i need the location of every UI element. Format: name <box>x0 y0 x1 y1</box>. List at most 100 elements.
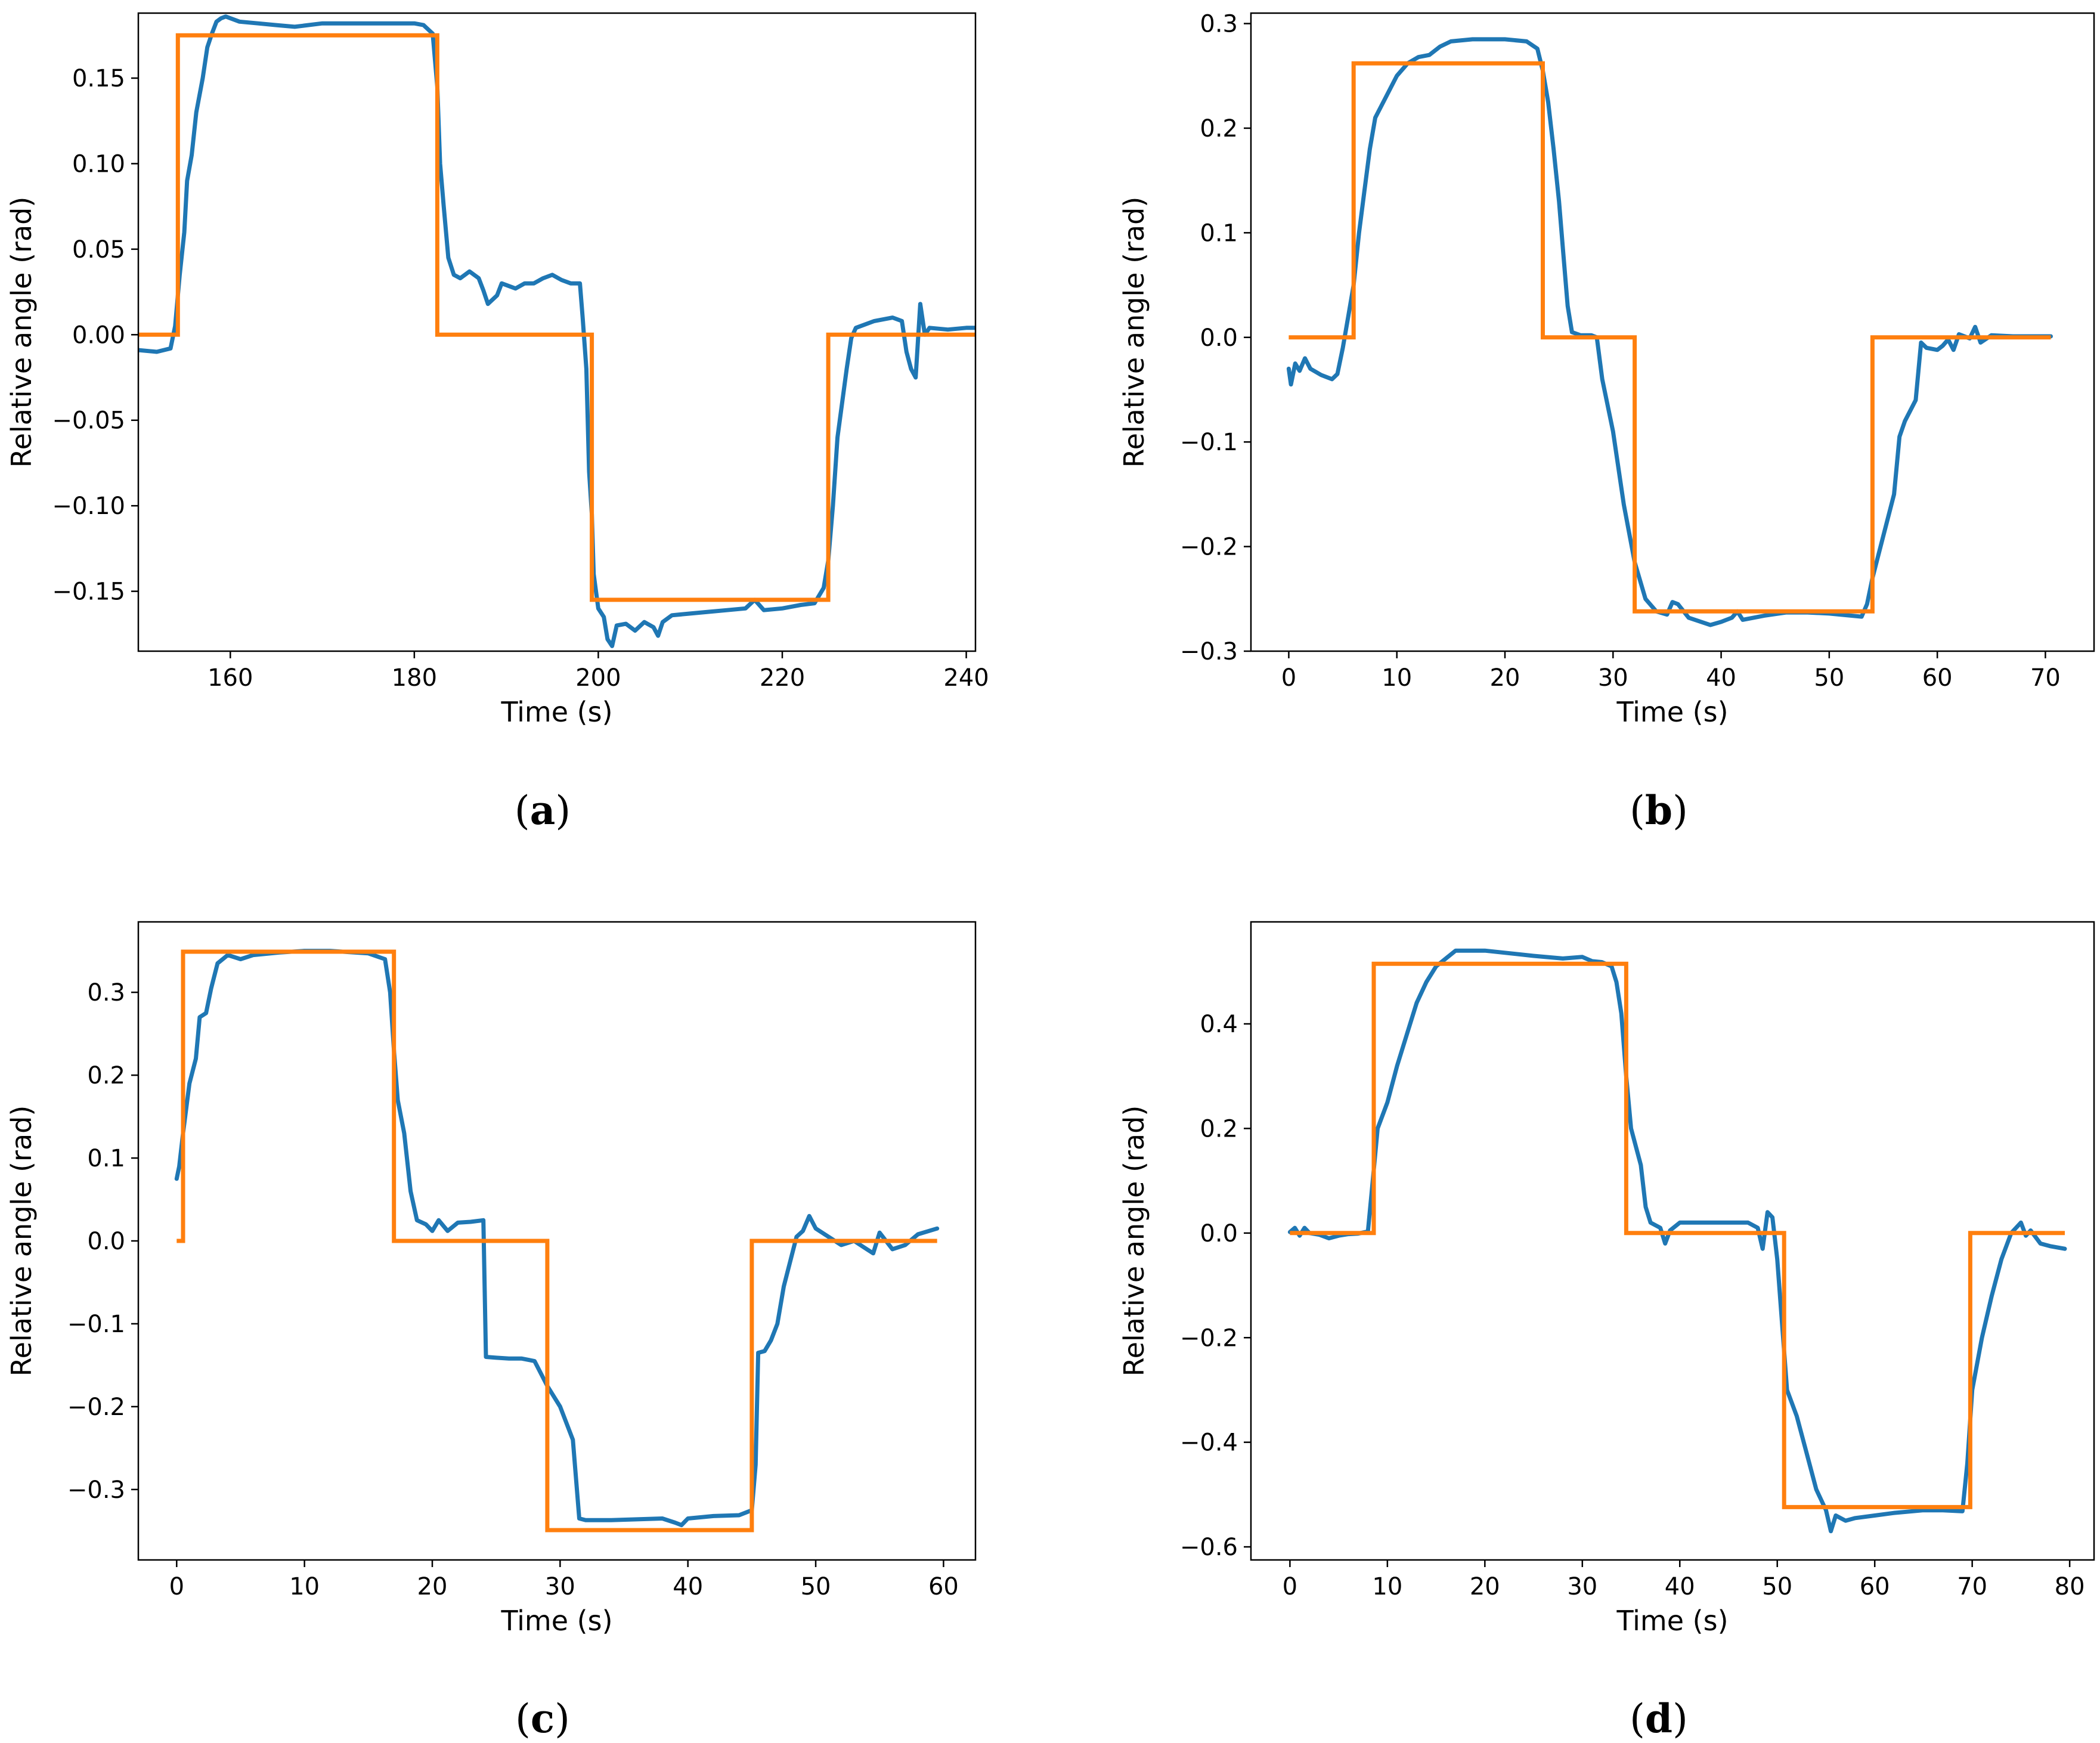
y-tick-label-d-4: 0.2 <box>1200 1115 1238 1143</box>
reference-series-line-b <box>1289 61 2051 614</box>
panel-caption-d: (d) <box>1630 1695 1688 1742</box>
x-tick-label-d-1: 10 <box>1372 1573 1402 1600</box>
x-tick-label-d-3: 30 <box>1567 1573 1597 1600</box>
y-tick-label-b-2: −0.1 <box>1180 429 1238 456</box>
x-tick-label-b-3: 30 <box>1598 664 1628 692</box>
panel-caption-a: (a) <box>515 787 571 834</box>
chart-panel-a: 160 180 200 220 240 −0.15 −0.10 −0.05 0.00 0.05 0.… <box>5 12 989 834</box>
x-tick-label-b-7: 70 <box>2030 664 2061 692</box>
x-tick-label-d-2: 20 <box>1470 1573 1500 1600</box>
series-group-c <box>174 949 940 1533</box>
x-tick-label-d-7: 70 <box>1957 1573 1987 1600</box>
panel-caption-c: (c) <box>515 1695 570 1742</box>
x-tick-label-b-1: 10 <box>1382 664 1412 692</box>
measured-series-line-d <box>1287 948 2067 1534</box>
x-tick-label-b-6: 60 <box>1922 664 1953 692</box>
y-tick-label-a-4: 0.05 <box>72 236 125 264</box>
y-tick-label-b-5: 0.2 <box>1200 115 1238 143</box>
y-tick-label-a-6: 0.15 <box>72 65 125 92</box>
y-tick-label-c-5: 0.2 <box>87 1062 125 1089</box>
caption-open-paren-d: ( <box>1630 1696 1645 1742</box>
caption-letter-d: d <box>1645 1695 1672 1742</box>
x-tick-label-d-6: 60 <box>1860 1573 1890 1600</box>
y-tick-label-b-1: −0.2 <box>1180 534 1238 561</box>
x-tick-label-a-0: 160 <box>207 664 253 692</box>
caption-close-paren-c: ) <box>555 1696 570 1742</box>
y-tick-label-c-2: −0.1 <box>67 1311 125 1338</box>
series-group-d <box>1287 948 2067 1534</box>
chart-panel-b: 0 10 20 30 40 50 60 70 −0.3 −0.2 −0.1 0.0 0.1 0.2 0.3 T… <box>1118 11 2095 834</box>
y-tick-label-d-2: −0.2 <box>1180 1324 1238 1352</box>
plot-frame-d <box>1250 921 2095 1561</box>
y-tick-label-c-1: −0.2 <box>67 1394 125 1421</box>
y-tick-label-a-0: −0.15 <box>52 578 125 606</box>
x-tick-label-c-5: 50 <box>801 1573 831 1600</box>
reference-series-line-c <box>176 949 937 1533</box>
y-tick-label-a-5: 0.10 <box>72 150 125 178</box>
y-tick-label-c-6: 0.3 <box>87 979 125 1007</box>
panel-caption-b: (b) <box>1630 787 1688 834</box>
measured-series-line-c <box>174 949 940 1528</box>
measured-series-line-a <box>138 14 975 648</box>
caption-letter-b: b <box>1645 787 1672 834</box>
y-tick-label-c-0: −0.3 <box>67 1476 125 1504</box>
chart-panel-d: 0 10 20 30 40 50 60 70 80 −0.6 −0.4 −0.2 0.0 0.2 0.4 Ti… <box>1118 921 2095 1742</box>
y-tick-label-a-3: 0.00 <box>72 321 125 349</box>
y-axis-label-b: Relative angle (rad) <box>1118 197 1150 468</box>
caption-close-paren-b: ) <box>1672 788 1688 834</box>
x-axis-label-b: Time (s) <box>1616 696 1728 728</box>
reference-series-line-d <box>1290 961 2065 1509</box>
x-tick-label-b-4: 40 <box>1706 664 1736 692</box>
y-tick-label-d-0: −0.6 <box>1180 1534 1238 1561</box>
caption-close-paren-d: ) <box>1672 1696 1688 1742</box>
x-tick-label-c-2: 20 <box>417 1573 448 1600</box>
y-axis-label-a: Relative angle (rad) <box>5 197 38 468</box>
x-axis-label-c: Time (s) <box>500 1605 612 1637</box>
x-axis-label-a: Time (s) <box>500 696 612 728</box>
y-tick-label-c-3: 0.0 <box>87 1228 125 1255</box>
caption-open-paren-b: ( <box>1630 788 1645 834</box>
x-tick-label-d-4: 40 <box>1665 1573 1695 1600</box>
x-tick-label-b-2: 20 <box>1490 664 1520 692</box>
x-tick-label-c-0: 0 <box>169 1573 184 1600</box>
y-tick-label-a-1: −0.10 <box>52 493 125 520</box>
chart-panel-c: 0 10 20 30 40 50 60 −0.3 −0.2 −0.1 0.0 0.1 0.2 0.3 Tim… <box>5 921 977 1742</box>
y-tick-label-b-4: 0.1 <box>1200 219 1238 247</box>
y-tick-label-b-0: −0.3 <box>1180 638 1238 665</box>
y-tick-label-c-4: 0.1 <box>87 1145 125 1172</box>
x-tick-label-b-0: 0 <box>1281 664 1296 692</box>
caption-letter-c: c <box>531 1695 555 1742</box>
x-axis-label-d: Time (s) <box>1616 1605 1728 1637</box>
x-tick-label-c-6: 60 <box>928 1573 959 1600</box>
y-axis-label-c: Relative angle (rad) <box>5 1106 38 1377</box>
caption-close-paren-a: ) <box>555 788 571 834</box>
y-tick-label-b-6: 0.3 <box>1200 11 1238 38</box>
series-group-a <box>138 14 975 648</box>
x-tick-label-d-8: 80 <box>2055 1573 2085 1600</box>
caption-open-paren-a: ( <box>515 788 530 834</box>
series-group-b <box>1286 37 2053 627</box>
y-tick-label-b-3: 0.0 <box>1200 324 1238 352</box>
x-tick-label-a-3: 220 <box>760 664 805 692</box>
reference-series-line-a <box>138 33 975 602</box>
plot-frame-b <box>1250 12 2095 652</box>
x-tick-label-c-3: 30 <box>545 1573 575 1600</box>
plot-frame-a <box>137 12 977 652</box>
x-tick-label-a-4: 240 <box>943 664 989 692</box>
y-tick-label-d-3: 0.0 <box>1200 1220 1238 1247</box>
y-tick-label-d-1: −0.4 <box>1180 1429 1238 1457</box>
x-tick-label-b-5: 50 <box>1814 664 1844 692</box>
y-axis-label-d: Relative angle (rad) <box>1118 1106 1150 1377</box>
measured-series-line-b <box>1286 37 2053 627</box>
caption-open-paren-c: ( <box>515 1696 531 1742</box>
x-tick-label-c-1: 10 <box>289 1573 320 1600</box>
x-tick-label-a-1: 180 <box>392 664 437 692</box>
caption-letter-a: a <box>530 787 556 834</box>
y-tick-label-d-5: 0.4 <box>1200 1011 1238 1038</box>
x-tick-label-c-4: 40 <box>673 1573 703 1600</box>
y-tick-label-a-2: −0.05 <box>52 407 125 435</box>
x-tick-label-d-5: 50 <box>1762 1573 1792 1600</box>
x-tick-label-a-2: 200 <box>575 664 621 692</box>
x-tick-label-d-0: 0 <box>1283 1573 1297 1600</box>
